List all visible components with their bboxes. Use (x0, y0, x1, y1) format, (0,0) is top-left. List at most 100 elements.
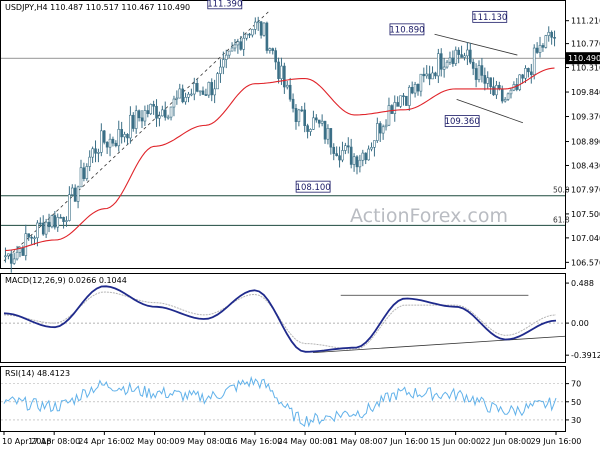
candle-body (146, 110, 150, 115)
candle-body (335, 153, 338, 156)
candle-body (251, 29, 254, 36)
candle-body (486, 77, 490, 84)
time-tick-label: 15 Jun 00:00 (430, 437, 481, 446)
candle-body (358, 159, 362, 168)
price-annotation-label: 109.360 (445, 117, 480, 127)
time-tick-label: 7 Jun 16:00 (383, 437, 429, 446)
candle-body (245, 33, 248, 39)
candle-body (553, 37, 556, 39)
macd-signal-line (3, 291, 557, 350)
time-tick-label: 31 May 08:00 (328, 437, 383, 446)
macd-axis: 0.488 0.00 -0.3912 (1, 279, 600, 360)
fib-level-label: 50.0 (553, 186, 570, 195)
candle-body (492, 86, 495, 96)
candle-body (248, 33, 251, 36)
candle-body (108, 138, 112, 148)
candle-body (402, 95, 405, 98)
candle-body (274, 50, 277, 63)
candle-body (117, 129, 121, 147)
candle-body (323, 120, 327, 140)
price-annotation-label: 110.890 (389, 26, 424, 36)
macd-panel-title: MACD(12,26,9) 0.0266 0.1044 (5, 276, 127, 285)
candle-body (24, 233, 28, 256)
candle-body (448, 57, 452, 63)
price-tick-label: 109.840 (571, 88, 600, 97)
candle-body (544, 35, 548, 48)
candle-body (425, 73, 429, 77)
candle-body (169, 106, 173, 118)
candle-body (222, 59, 225, 68)
candle-body (373, 140, 376, 148)
candle-body (70, 187, 74, 195)
candle-body (41, 222, 45, 235)
candle-body (370, 147, 373, 150)
candle-body (233, 44, 237, 49)
candle-body (294, 108, 298, 122)
candle-body (268, 48, 272, 51)
rsi-tick-label: 50 (571, 398, 581, 407)
price-tick-label: 108.430 (571, 161, 600, 170)
candle-body (300, 109, 304, 112)
rsi-tick-label: 30 (571, 416, 581, 425)
candle-body (53, 215, 57, 228)
candle-body (76, 186, 80, 202)
candle-body (506, 93, 510, 100)
candle-body (187, 93, 190, 98)
candle-body (192, 83, 196, 95)
candle-body (384, 124, 388, 128)
candles (4, 16, 556, 273)
price-annotation-label: 108.100 (296, 183, 331, 193)
candle-body (140, 117, 144, 122)
candle-body (242, 37, 245, 50)
candle-body (285, 84, 289, 88)
candle-body (36, 222, 39, 239)
candle-body (178, 88, 182, 99)
candle-body (204, 94, 208, 96)
candle-body (219, 66, 222, 74)
candle-body (283, 65, 286, 88)
price-annotations: 111.390 108.100 110.890 109.360 111.130 (207, 0, 507, 193)
candle-body (15, 251, 19, 260)
channel-upper-line (434, 33, 518, 56)
time-tick-label: 24 May 00:00 (278, 437, 333, 446)
candle-body (338, 155, 341, 161)
candle-body (91, 148, 94, 158)
price-annotation-box (472, 10, 508, 23)
trendlines (3, 11, 524, 262)
candle-body (27, 233, 30, 238)
price-annotation-box (207, 0, 243, 10)
candle-body (134, 110, 138, 129)
candle-body (126, 134, 129, 139)
candle-body (451, 57, 455, 64)
candle-body (97, 152, 100, 154)
candle-body (352, 156, 356, 165)
rsi-tick-label: 70 (571, 380, 581, 389)
candle-body (297, 109, 301, 122)
candle-body (120, 129, 123, 138)
candle-body (181, 88, 184, 103)
candle-body (9, 253, 13, 264)
candle-body (428, 73, 431, 80)
candle-body (445, 61, 449, 68)
price-annotation-label: 111.130 (472, 13, 507, 23)
candle-body (44, 221, 48, 235)
candle-body (396, 102, 399, 107)
candle-body (62, 216, 65, 222)
candle-body (216, 73, 219, 90)
price-annotation-label: 111.390 (207, 0, 242, 10)
candle-body (346, 145, 350, 148)
macd-tick-label: 0.488 (571, 279, 594, 288)
candle-body (47, 221, 51, 228)
candle-body (56, 216, 60, 228)
candle-body (355, 156, 359, 168)
candle-body (68, 194, 71, 221)
candle-body (341, 150, 344, 161)
candle-body (332, 146, 336, 154)
candle-body (166, 116, 170, 119)
candle-body (495, 85, 498, 96)
candle-body (344, 145, 347, 151)
candle-body (349, 146, 353, 165)
candle-body (210, 82, 214, 96)
time-tick-label: 9 May 08:00 (180, 437, 230, 446)
